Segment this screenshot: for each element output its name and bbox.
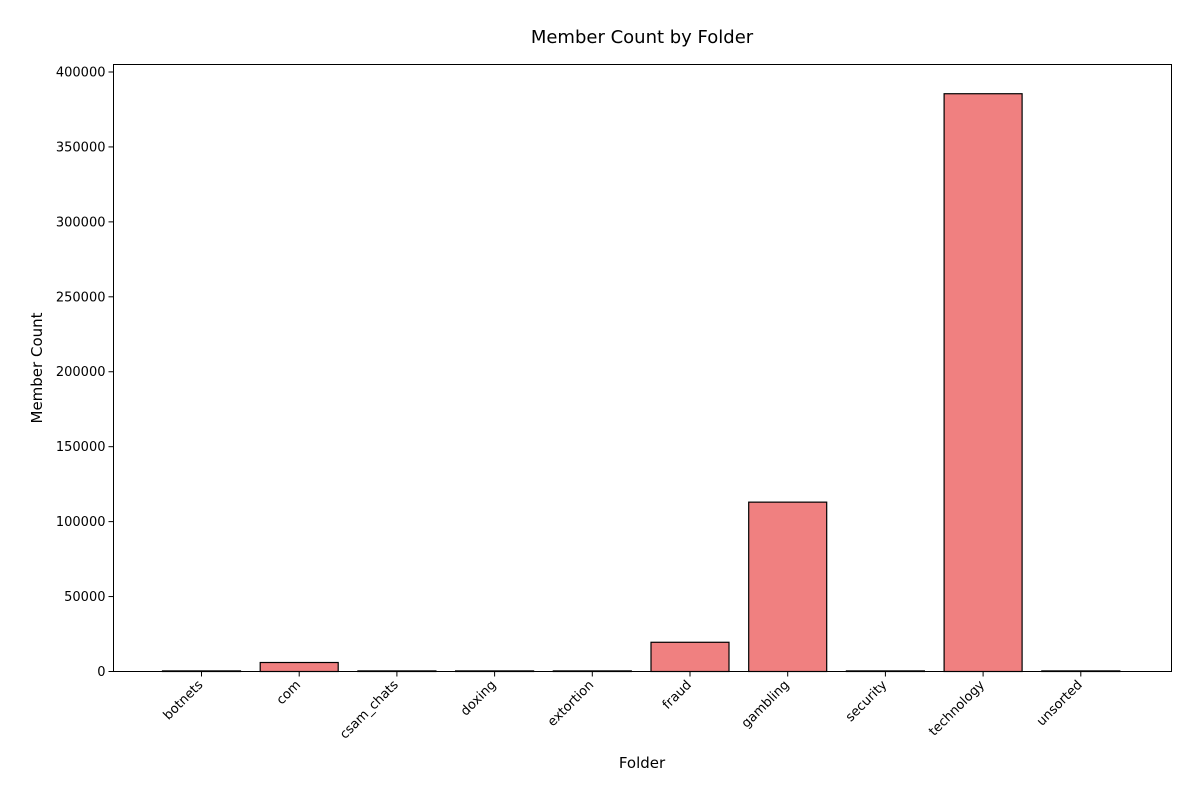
x-tick-label: fraud — [660, 678, 695, 713]
y-tick-label: 400000 — [56, 65, 106, 80]
plot-frame — [113, 64, 1172, 672]
x-tick-label: botnets — [161, 678, 207, 724]
y-tick-label: 150000 — [56, 440, 106, 455]
x-axis: botnets com csam_chats doxing extortion fraud… — [161, 671, 1086, 743]
y-tick-label: 350000 — [56, 140, 106, 155]
bar-fraud — [650, 641, 730, 673]
y-axis: 0 50000 100000 150000 200000 250000 300000 3500… — [56, 65, 114, 680]
bar-technology — [943, 93, 1023, 673]
y-tick-label: 50000 — [64, 590, 105, 605]
x-tick-label: unsorted — [1034, 678, 1086, 730]
bar-com — [259, 661, 339, 673]
y-tick-label: 100000 — [56, 515, 106, 530]
y-axis-label: Member Count — [28, 312, 46, 423]
x-tick-label: security — [843, 678, 891, 726]
x-axis-label: Folder — [619, 754, 666, 772]
x-tick-label: doxing — [458, 678, 499, 719]
y-tick-label: 250000 — [56, 290, 106, 305]
bar-gambling — [748, 501, 828, 673]
x-tick-label: com — [274, 678, 304, 708]
chart-title: Member Count by Folder — [531, 27, 754, 48]
y-tick-label: 0 — [97, 665, 105, 680]
x-tick-label: csam_chats — [337, 678, 402, 743]
y-tick-label: 200000 — [56, 365, 106, 380]
x-tick-label: gambling — [739, 678, 793, 732]
x-tick-label: extortion — [545, 678, 597, 730]
bars — [161, 93, 1121, 673]
y-tick-label: 300000 — [56, 215, 106, 230]
x-tick-label: technology — [926, 678, 988, 740]
